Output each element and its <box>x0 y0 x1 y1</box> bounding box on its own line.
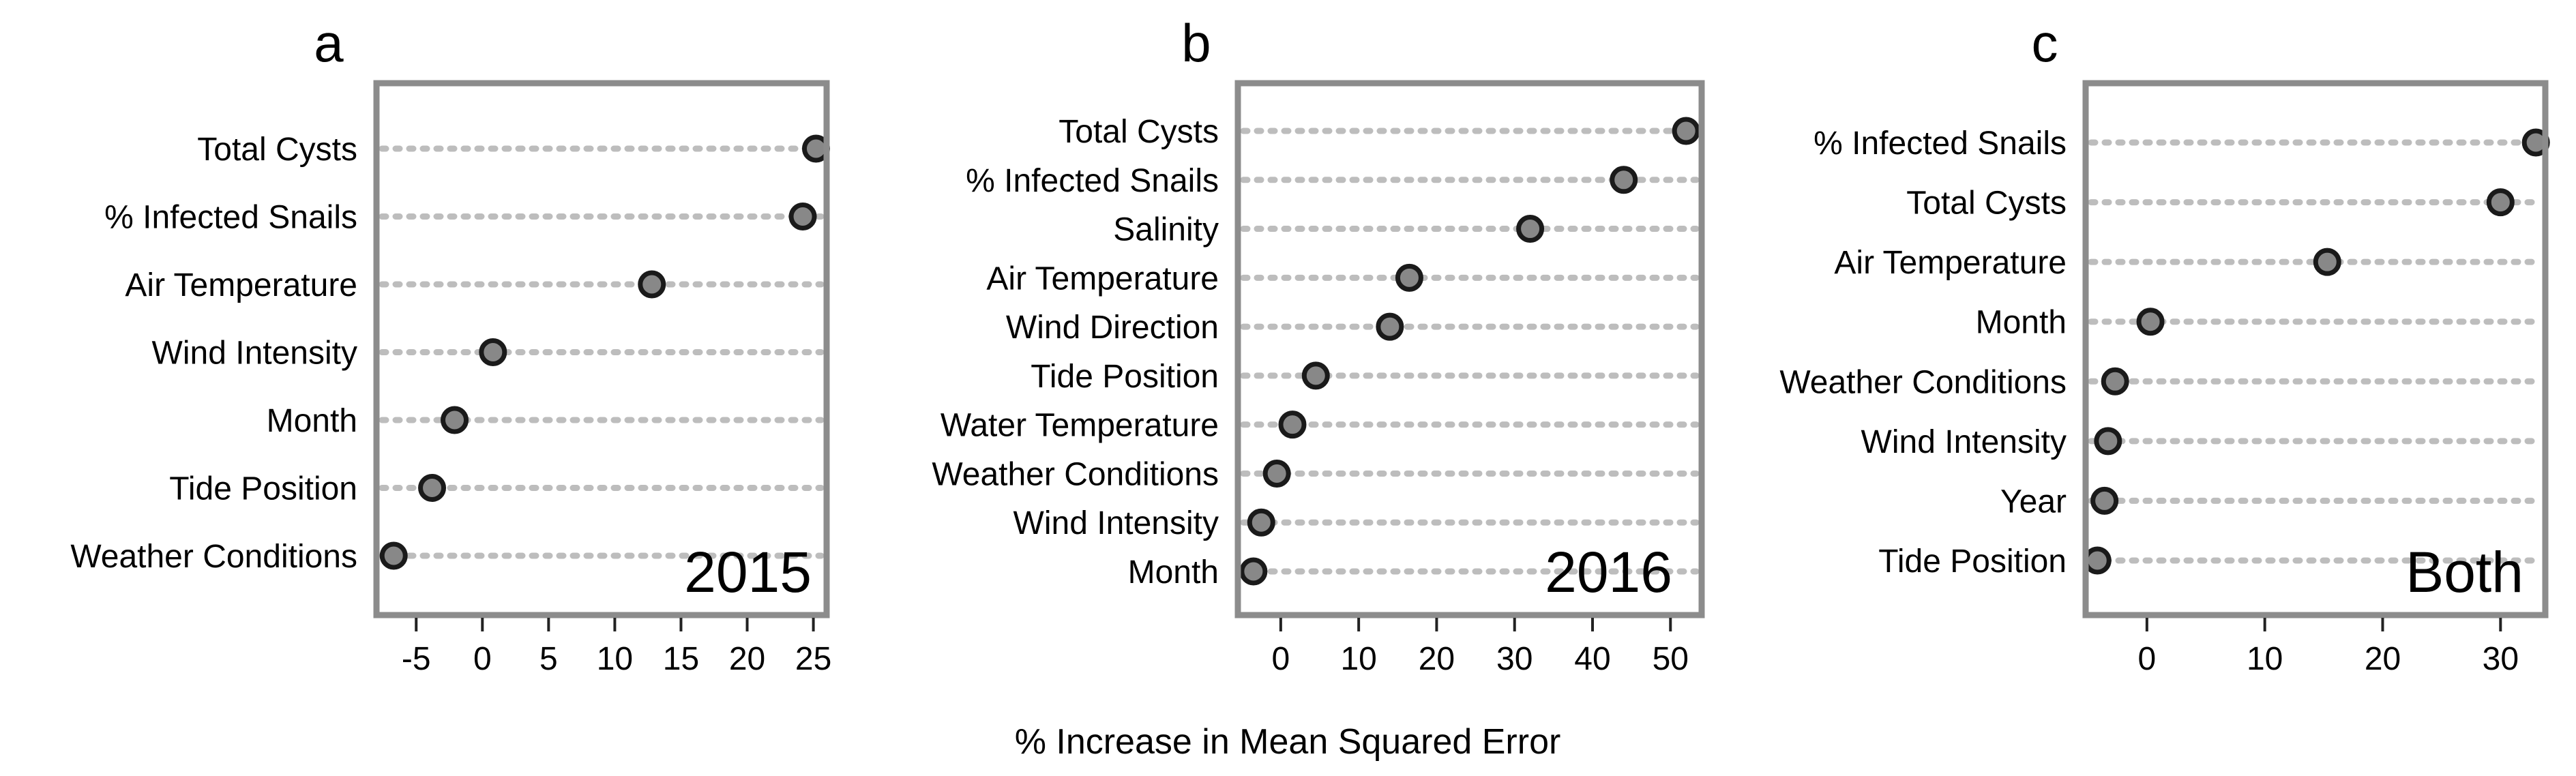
x-tick-label: 0 <box>2138 641 2157 677</box>
panel-letter: a <box>314 13 344 73</box>
x-tick-label: -5 <box>402 641 431 677</box>
x-tick-label: 20 <box>2365 641 2401 677</box>
data-point <box>2101 367 2129 396</box>
data-point <box>1278 411 1307 439</box>
category-label: Total Cysts <box>197 132 357 168</box>
panel-b: b Total Cysts % Infected Snails Salinity Air… <box>932 13 1705 677</box>
data-point <box>1301 361 1330 390</box>
plot-frame <box>373 80 830 618</box>
x-tick-label: 15 <box>663 641 699 677</box>
plot-frame <box>2082 80 2549 618</box>
category-label: Water Temperature <box>941 408 1219 444</box>
plot-frame <box>1234 80 1705 618</box>
data-point <box>418 474 447 502</box>
data-point <box>2136 308 2165 336</box>
x-tick-label: 30 <box>2483 641 2519 677</box>
category-label: Salinity <box>1113 212 1219 248</box>
category-label: Weather Conditions <box>1779 364 2067 400</box>
data-point <box>788 203 817 230</box>
data-point <box>2486 188 2515 217</box>
x-tick-label: 10 <box>2247 641 2283 677</box>
category-label: Air Temperature <box>1834 245 2067 281</box>
data-point <box>479 338 507 366</box>
panel-letter: b <box>1181 13 1211 73</box>
data-point <box>1395 263 1423 292</box>
category-label: Weather Conditions <box>70 539 357 575</box>
data-point <box>1516 215 1545 243</box>
x-tick-label: 0 <box>473 641 492 677</box>
category-label: Wind Intensity <box>1013 505 1219 541</box>
year-label: 2015 <box>684 540 812 604</box>
data-point <box>2083 546 2112 575</box>
category-label: % Infected Snails <box>1813 125 2067 162</box>
data-point <box>2094 427 2122 456</box>
data-point <box>1239 557 1268 586</box>
category-label: Wind Direction <box>1006 310 1219 346</box>
shared-x-axis-title: % Increase in Mean Squared Error <box>1015 722 1561 762</box>
category-label: Total Cysts <box>1058 114 1219 150</box>
category-label: % Infected Snails <box>966 163 1219 199</box>
x-tick-label: 10 <box>1340 641 1376 677</box>
category-label: Month <box>267 403 357 439</box>
data-point <box>1610 166 1638 194</box>
category-label: Air Temperature <box>986 260 1219 297</box>
category-label: Month <box>1128 554 1219 591</box>
category-label: Tide Position <box>1031 359 1219 395</box>
category-label: Weather Conditions <box>932 456 1219 492</box>
x-tick-label: 5 <box>539 641 558 677</box>
data-point <box>1672 117 1700 145</box>
data-point <box>1247 508 1275 537</box>
panel-a: a Total Cysts % Infected Snails Air Tempera… <box>70 13 831 677</box>
panel-c: c % Infected Snails Total Cysts Air Tempera… <box>1779 13 2550 677</box>
data-point <box>1262 459 1291 488</box>
category-label: Year <box>2000 483 2067 520</box>
x-tick-label: 20 <box>729 641 765 677</box>
x-tick-label: 25 <box>795 641 831 677</box>
x-tick-label: 0 <box>1272 641 1290 677</box>
data-point <box>441 406 469 434</box>
data-point <box>1376 312 1404 341</box>
category-label: Tide Position <box>169 471 357 507</box>
data-point <box>2313 248 2341 276</box>
x-tick-label: 20 <box>1419 641 1455 677</box>
category-label: Month <box>1976 305 2067 341</box>
category-label: Wind Intensity <box>1861 424 2067 460</box>
category-label: Air Temperature <box>125 267 357 303</box>
x-tick-label: 40 <box>1574 641 1610 677</box>
category-label: Wind Intensity <box>152 335 357 372</box>
category-label: Total Cysts <box>1906 185 2067 222</box>
data-point <box>2090 486 2119 515</box>
x-tick-label: 50 <box>1653 641 1689 677</box>
x-tick-label: 10 <box>597 641 633 677</box>
category-label: % Infected Snails <box>104 200 357 236</box>
category-label: Tide Position <box>1878 543 2067 580</box>
x-tick-label: 30 <box>1496 641 1533 677</box>
data-point <box>638 270 666 299</box>
year-label: 2016 <box>1545 540 1672 604</box>
year-label: Both <box>2405 540 2523 604</box>
panel-letter: c <box>2032 13 2058 73</box>
data-point <box>379 541 408 570</box>
